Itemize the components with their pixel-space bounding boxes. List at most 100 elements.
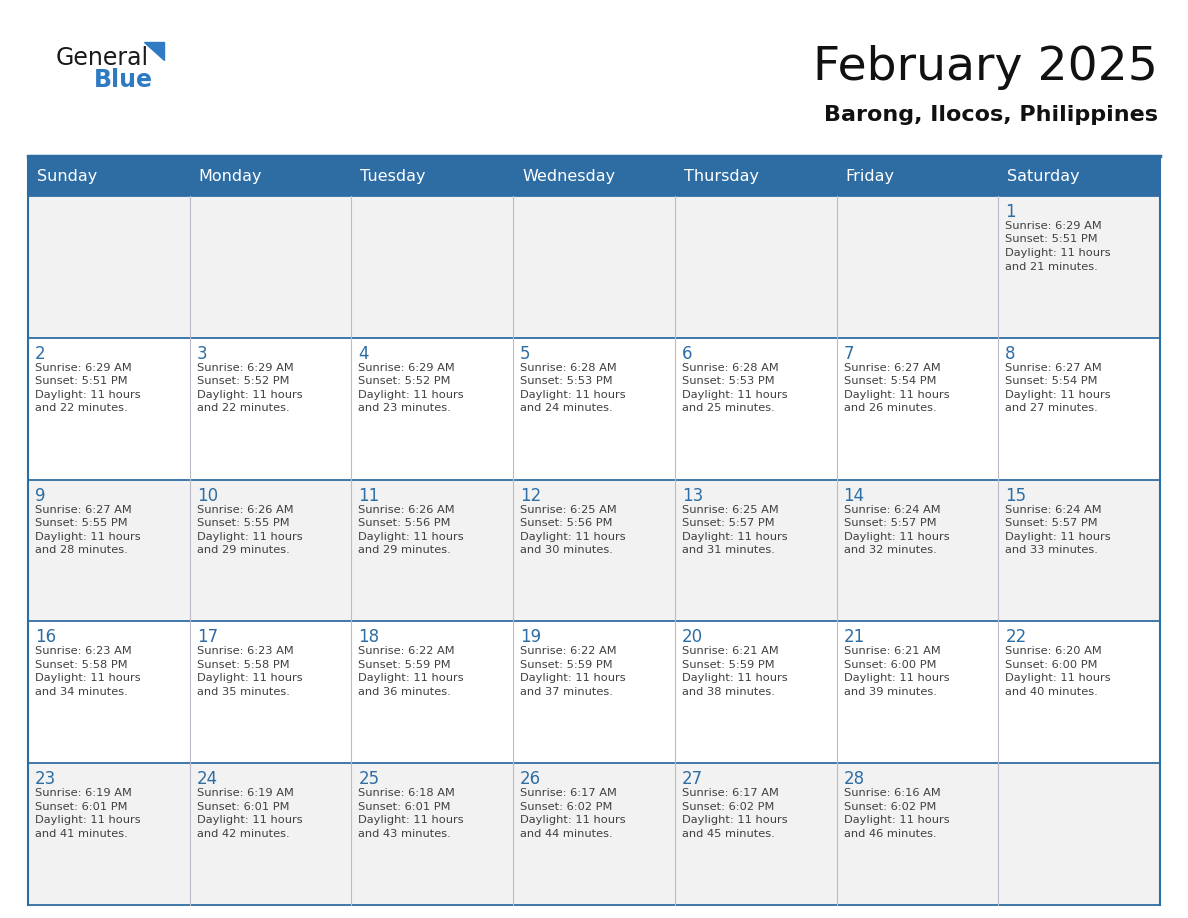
Text: Sunrise: 6:29 AM: Sunrise: 6:29 AM: [34, 363, 132, 373]
Text: and 36 minutes.: and 36 minutes.: [359, 687, 451, 697]
Text: Friday: Friday: [846, 170, 895, 185]
Text: 15: 15: [1005, 487, 1026, 505]
Text: and 44 minutes.: and 44 minutes.: [520, 829, 613, 839]
Text: and 43 minutes.: and 43 minutes.: [359, 829, 451, 839]
Text: Sunset: 5:58 PM: Sunset: 5:58 PM: [34, 660, 127, 670]
Text: Sunrise: 6:23 AM: Sunrise: 6:23 AM: [34, 646, 132, 656]
Text: Sunset: 5:51 PM: Sunset: 5:51 PM: [1005, 234, 1098, 244]
Text: Daylight: 11 hours: Daylight: 11 hours: [1005, 674, 1111, 683]
Text: Daylight: 11 hours: Daylight: 11 hours: [843, 390, 949, 400]
Text: Wednesday: Wednesday: [523, 170, 615, 185]
Text: Sunrise: 6:21 AM: Sunrise: 6:21 AM: [843, 646, 941, 656]
Text: 17: 17: [197, 629, 217, 646]
Text: Sunrise: 6:27 AM: Sunrise: 6:27 AM: [34, 505, 132, 515]
Text: Daylight: 11 hours: Daylight: 11 hours: [197, 532, 302, 542]
Text: Sunrise: 6:29 AM: Sunrise: 6:29 AM: [1005, 221, 1102, 231]
Text: Sunrise: 6:22 AM: Sunrise: 6:22 AM: [520, 646, 617, 656]
Text: Sunrise: 6:24 AM: Sunrise: 6:24 AM: [1005, 505, 1102, 515]
Text: 6: 6: [682, 345, 693, 363]
Text: and 29 minutes.: and 29 minutes.: [359, 545, 451, 555]
Text: Sunset: 5:54 PM: Sunset: 5:54 PM: [843, 376, 936, 386]
Text: Daylight: 11 hours: Daylight: 11 hours: [520, 815, 626, 825]
Text: Sunset: 5:59 PM: Sunset: 5:59 PM: [520, 660, 613, 670]
Text: 21: 21: [843, 629, 865, 646]
Text: General: General: [56, 46, 150, 70]
Text: Sunset: 6:01 PM: Sunset: 6:01 PM: [34, 801, 127, 812]
Text: Sunrise: 6:26 AM: Sunrise: 6:26 AM: [197, 505, 293, 515]
Text: and 28 minutes.: and 28 minutes.: [34, 545, 128, 555]
Text: and 42 minutes.: and 42 minutes.: [197, 829, 290, 839]
Text: Saturday: Saturday: [1007, 170, 1080, 185]
Text: and 33 minutes.: and 33 minutes.: [1005, 545, 1098, 555]
Text: Daylight: 11 hours: Daylight: 11 hours: [843, 532, 949, 542]
Text: and 41 minutes.: and 41 minutes.: [34, 829, 128, 839]
Text: Sunrise: 6:27 AM: Sunrise: 6:27 AM: [843, 363, 941, 373]
Text: and 29 minutes.: and 29 minutes.: [197, 545, 290, 555]
Text: and 25 minutes.: and 25 minutes.: [682, 403, 775, 413]
Text: Sunrise: 6:26 AM: Sunrise: 6:26 AM: [359, 505, 455, 515]
Text: 27: 27: [682, 770, 703, 789]
Text: 7: 7: [843, 345, 854, 363]
Text: Sunrise: 6:19 AM: Sunrise: 6:19 AM: [34, 789, 132, 798]
Text: Daylight: 11 hours: Daylight: 11 hours: [197, 815, 302, 825]
Text: Tuesday: Tuesday: [360, 170, 426, 185]
Text: Sunrise: 6:21 AM: Sunrise: 6:21 AM: [682, 646, 778, 656]
Text: Daylight: 11 hours: Daylight: 11 hours: [197, 390, 302, 400]
Text: Sunset: 5:55 PM: Sunset: 5:55 PM: [197, 518, 290, 528]
Text: Sunrise: 6:23 AM: Sunrise: 6:23 AM: [197, 646, 293, 656]
Text: Daylight: 11 hours: Daylight: 11 hours: [843, 674, 949, 683]
Text: Daylight: 11 hours: Daylight: 11 hours: [682, 390, 788, 400]
Text: Sunrise: 6:16 AM: Sunrise: 6:16 AM: [843, 789, 941, 798]
Text: and 39 minutes.: and 39 minutes.: [843, 687, 936, 697]
Text: Daylight: 11 hours: Daylight: 11 hours: [197, 674, 302, 683]
Text: 8: 8: [1005, 345, 1016, 363]
Text: and 27 minutes.: and 27 minutes.: [1005, 403, 1098, 413]
Text: and 24 minutes.: and 24 minutes.: [520, 403, 613, 413]
Text: Sunset: 5:53 PM: Sunset: 5:53 PM: [682, 376, 775, 386]
Text: 1: 1: [1005, 203, 1016, 221]
Text: Sunday: Sunday: [37, 170, 97, 185]
Text: Sunrise: 6:27 AM: Sunrise: 6:27 AM: [1005, 363, 1102, 373]
Text: Sunset: 5:59 PM: Sunset: 5:59 PM: [359, 660, 451, 670]
Text: 16: 16: [34, 629, 56, 646]
Text: Daylight: 11 hours: Daylight: 11 hours: [682, 674, 788, 683]
Text: Sunset: 6:00 PM: Sunset: 6:00 PM: [843, 660, 936, 670]
Bar: [29, 621, 1159, 763]
Text: 25: 25: [359, 770, 379, 789]
Text: 10: 10: [197, 487, 217, 505]
Text: Blue: Blue: [94, 68, 153, 92]
Text: Daylight: 11 hours: Daylight: 11 hours: [34, 674, 140, 683]
Text: Sunrise: 6:25 AM: Sunrise: 6:25 AM: [682, 505, 778, 515]
Text: Daylight: 11 hours: Daylight: 11 hours: [359, 674, 465, 683]
Text: Daylight: 11 hours: Daylight: 11 hours: [520, 674, 626, 683]
Text: Sunset: 5:57 PM: Sunset: 5:57 PM: [843, 518, 936, 528]
Text: Daylight: 11 hours: Daylight: 11 hours: [1005, 248, 1111, 258]
Bar: [29, 338, 1159, 479]
Text: and 37 minutes.: and 37 minutes.: [520, 687, 613, 697]
Text: Sunset: 5:55 PM: Sunset: 5:55 PM: [34, 518, 127, 528]
Text: 4: 4: [359, 345, 369, 363]
Text: Sunrise: 6:25 AM: Sunrise: 6:25 AM: [520, 505, 617, 515]
Text: Daylight: 11 hours: Daylight: 11 hours: [34, 815, 140, 825]
Text: 18: 18: [359, 629, 379, 646]
Text: Sunset: 5:56 PM: Sunset: 5:56 PM: [520, 518, 613, 528]
Text: Sunset: 6:02 PM: Sunset: 6:02 PM: [843, 801, 936, 812]
Text: and 30 minutes.: and 30 minutes.: [520, 545, 613, 555]
Text: and 21 minutes.: and 21 minutes.: [1005, 262, 1098, 272]
Polygon shape: [144, 42, 164, 60]
Text: Sunrise: 6:28 AM: Sunrise: 6:28 AM: [520, 363, 617, 373]
Text: and 23 minutes.: and 23 minutes.: [359, 403, 451, 413]
Text: 3: 3: [197, 345, 208, 363]
Text: Daylight: 11 hours: Daylight: 11 hours: [359, 532, 465, 542]
Text: Sunrise: 6:29 AM: Sunrise: 6:29 AM: [359, 363, 455, 373]
Text: 24: 24: [197, 770, 217, 789]
Text: and 26 minutes.: and 26 minutes.: [843, 403, 936, 413]
Text: 23: 23: [34, 770, 56, 789]
Text: Sunrise: 6:22 AM: Sunrise: 6:22 AM: [359, 646, 455, 656]
Text: Daylight: 11 hours: Daylight: 11 hours: [682, 532, 788, 542]
Text: and 31 minutes.: and 31 minutes.: [682, 545, 775, 555]
Text: and 45 minutes.: and 45 minutes.: [682, 829, 775, 839]
Bar: [29, 158, 1159, 196]
Text: February 2025: February 2025: [813, 46, 1158, 91]
Text: 19: 19: [520, 629, 542, 646]
